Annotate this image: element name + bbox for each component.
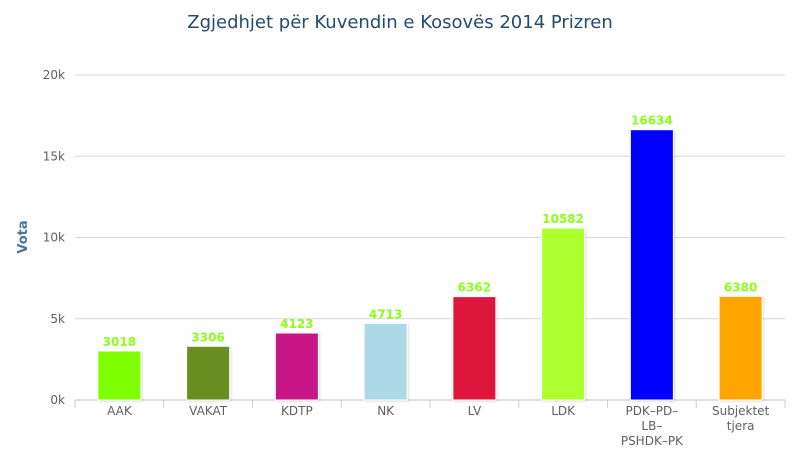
- x-tick-label: Subjektet tjera: [712, 404, 770, 433]
- chart-title: Zgjedhjet për Kuvendin e Kosovës 2014 Pr…: [187, 12, 613, 33]
- y-axis-label: Vota: [16, 220, 31, 253]
- y-tick-label: 5k: [50, 312, 65, 326]
- x-tick-label: AAK: [107, 404, 133, 418]
- bar-vakat[interactable]: [186, 345, 231, 401]
- bar-nk[interactable]: [363, 322, 408, 401]
- x-tick-label: PDK–PD– LB– PSHDK–PK: [621, 404, 684, 448]
- x-tick-label: NK: [377, 404, 395, 418]
- x-tick-label: KDTP: [281, 404, 313, 418]
- data-label: 6380: [724, 280, 757, 294]
- bar-aak[interactable]: [97, 350, 142, 401]
- y-tick-label: 15k: [43, 149, 65, 163]
- y-tick-label: 20k: [43, 68, 65, 82]
- bar-subjektet-tjera[interactable]: [718, 295, 763, 401]
- y-tick-label: 0k: [50, 393, 65, 407]
- bar-lv[interactable]: [452, 296, 497, 401]
- grid-lines: [75, 74, 785, 401]
- bar-pdk-pd-lb-pshdk-pk[interactable]: [629, 129, 674, 401]
- y-tick-label: 10k: [43, 231, 65, 245]
- data-label: 3018: [103, 335, 136, 349]
- data-label: 4123: [280, 317, 313, 331]
- data-label: 16634: [631, 114, 673, 128]
- data-label: 3306: [191, 330, 224, 344]
- data-label: 10582: [542, 212, 584, 226]
- x-tick-label: VAKAT: [189, 404, 228, 418]
- bar-series: [97, 129, 763, 401]
- data-label: 6362: [458, 281, 491, 295]
- x-tick-label: LV: [468, 404, 482, 418]
- data-labels: 3018 3306 4123 4713 6362 10582 16634 6380: [103, 114, 758, 349]
- x-tick-label: LDK: [551, 404, 576, 418]
- axes: 0k 5k 10k 15k 20k AAK VAKAT KDTP NK LV LDK PDK–PD– L…: [43, 68, 786, 448]
- bar-kdtp[interactable]: [274, 332, 319, 401]
- data-label: 4713: [369, 307, 402, 321]
- bar-ldk[interactable]: [541, 227, 586, 401]
